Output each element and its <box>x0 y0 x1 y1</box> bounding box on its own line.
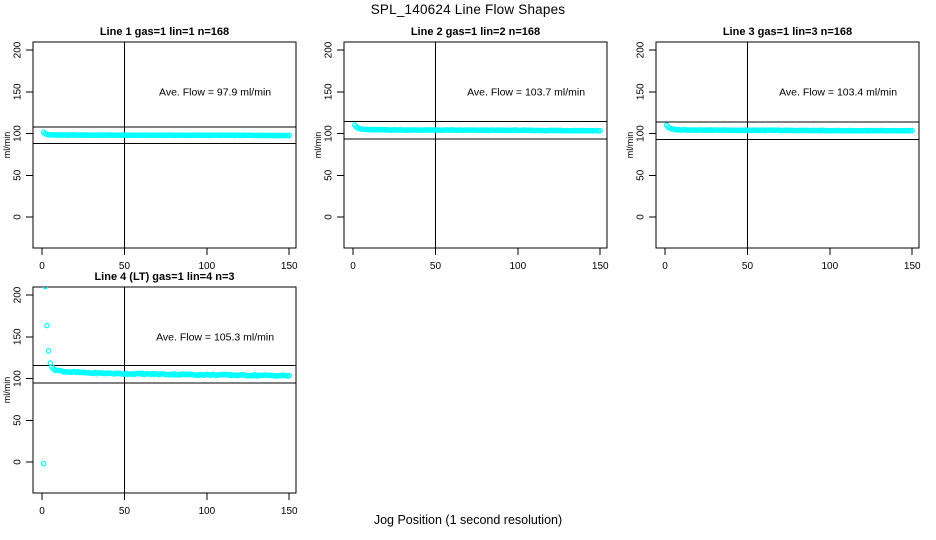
subplot-title: Line 4 (LT) gas=1 lin=4 n=3 <box>94 271 234 283</box>
chart-line-1: 0 50 100 150 0 50 100 150 200 ml/min Line 1 gas=1 … <box>2 26 298 270</box>
x-tick-label: 150 <box>281 506 298 515</box>
subplot-line-3: 0 50 100 150 0 50 100 150 200 ml/min Line 3 gas=1 … <box>623 20 935 270</box>
x-tick-label: 50 <box>119 261 131 270</box>
y-tick-label: 100 <box>636 125 647 142</box>
y-tick-label: 50 <box>13 414 24 426</box>
y-axis-label: ml/min <box>2 132 12 159</box>
data-points-series <box>663 122 916 134</box>
figure-title: SPL_140624 Line Flow Shapes <box>370 2 566 17</box>
ave-flow-annotation: Ave. Flow = 103.4 ml/min <box>779 86 897 98</box>
shared-x-axis-label: Jog Position (1 second resolution) <box>373 513 563 527</box>
x-tick-label: 100 <box>510 261 527 270</box>
x-tick-label: 50 <box>119 506 131 515</box>
y-tick-label: 200 <box>324 41 335 58</box>
y-tick-label: 200 <box>636 41 647 58</box>
y-tick-label: 100 <box>13 370 24 387</box>
y-axis-label: ml/min <box>313 132 323 159</box>
x-tick-label: 0 <box>350 261 356 270</box>
chart-line-3: 0 50 100 150 0 50 100 150 200 ml/min Line 3 gas=1 … <box>625 26 921 270</box>
subplot-title: Line 1 gas=1 lin=1 n=168 <box>100 26 229 38</box>
data-points-series <box>40 129 293 139</box>
y-axis-label: ml/min <box>625 132 635 159</box>
y-tick-label: 150 <box>13 83 24 100</box>
x-tick-label: 50 <box>430 261 442 270</box>
y-tick-label: 200 <box>13 286 24 303</box>
chart-line-4: 0 50 100 150 0 50 100 150 200 ml/min Line 4 (LT) g… <box>2 271 298 515</box>
y-tick-label: 150 <box>636 83 647 100</box>
y-tick-label: 50 <box>13 169 24 181</box>
x-tick-label: 0 <box>39 261 45 270</box>
y-tick-label: 100 <box>13 125 24 142</box>
y-tick-label: 0 <box>324 214 335 220</box>
y-tick-label: 200 <box>13 41 24 58</box>
subplot-title: Line 2 gas=1 lin=2 n=168 <box>411 26 540 38</box>
subplot-line-4: 0 50 100 150 0 50 100 150 200 ml/min Line 4 (LT) g… <box>0 265 312 515</box>
x-tick-label: 50 <box>742 261 754 270</box>
x-tick-label: 150 <box>592 261 609 270</box>
x-tick-label: 150 <box>904 261 921 270</box>
x-tick-label: 100 <box>822 261 839 270</box>
ave-flow-annotation: Ave. Flow = 103.7 ml/min <box>467 86 585 98</box>
ave-flow-annotation: Ave. Flow = 97.9 ml/min <box>159 86 271 98</box>
y-tick-label: 0 <box>13 214 24 220</box>
subplot-line-1: 0 50 100 150 0 50 100 150 200 ml/min Line 1 gas=1 … <box>0 20 312 270</box>
y-tick-label: 150 <box>324 83 335 100</box>
x-tick-label: 0 <box>662 261 668 270</box>
data-points-series <box>351 122 604 134</box>
y-tick-label: 50 <box>324 169 335 181</box>
x-tick-label: 100 <box>199 506 216 515</box>
y-axis-label: ml/min <box>2 377 12 404</box>
y-tick-label: 150 <box>13 328 24 345</box>
x-tick-label: 100 <box>199 261 216 270</box>
subplot-title: Line 3 gas=1 lin=3 n=168 <box>723 26 852 38</box>
y-tick-label: 100 <box>324 125 335 142</box>
y-tick-label: 0 <box>636 214 647 220</box>
x-tick-label: 150 <box>281 261 298 270</box>
data-points-series <box>40 287 293 467</box>
x-tick-label: 0 <box>39 506 45 515</box>
y-tick-label: 0 <box>13 459 24 465</box>
ave-flow-annotation: Ave. Flow = 105.3 ml/min <box>156 331 274 343</box>
chart-line-2: 0 50 100 150 0 50 100 150 200 ml/min Line 2 gas=1 … <box>313 26 609 270</box>
y-tick-label: 50 <box>636 169 647 181</box>
subplot-line-2: 0 50 100 150 0 50 100 150 200 ml/min Line 2 gas=1 … <box>311 20 623 270</box>
